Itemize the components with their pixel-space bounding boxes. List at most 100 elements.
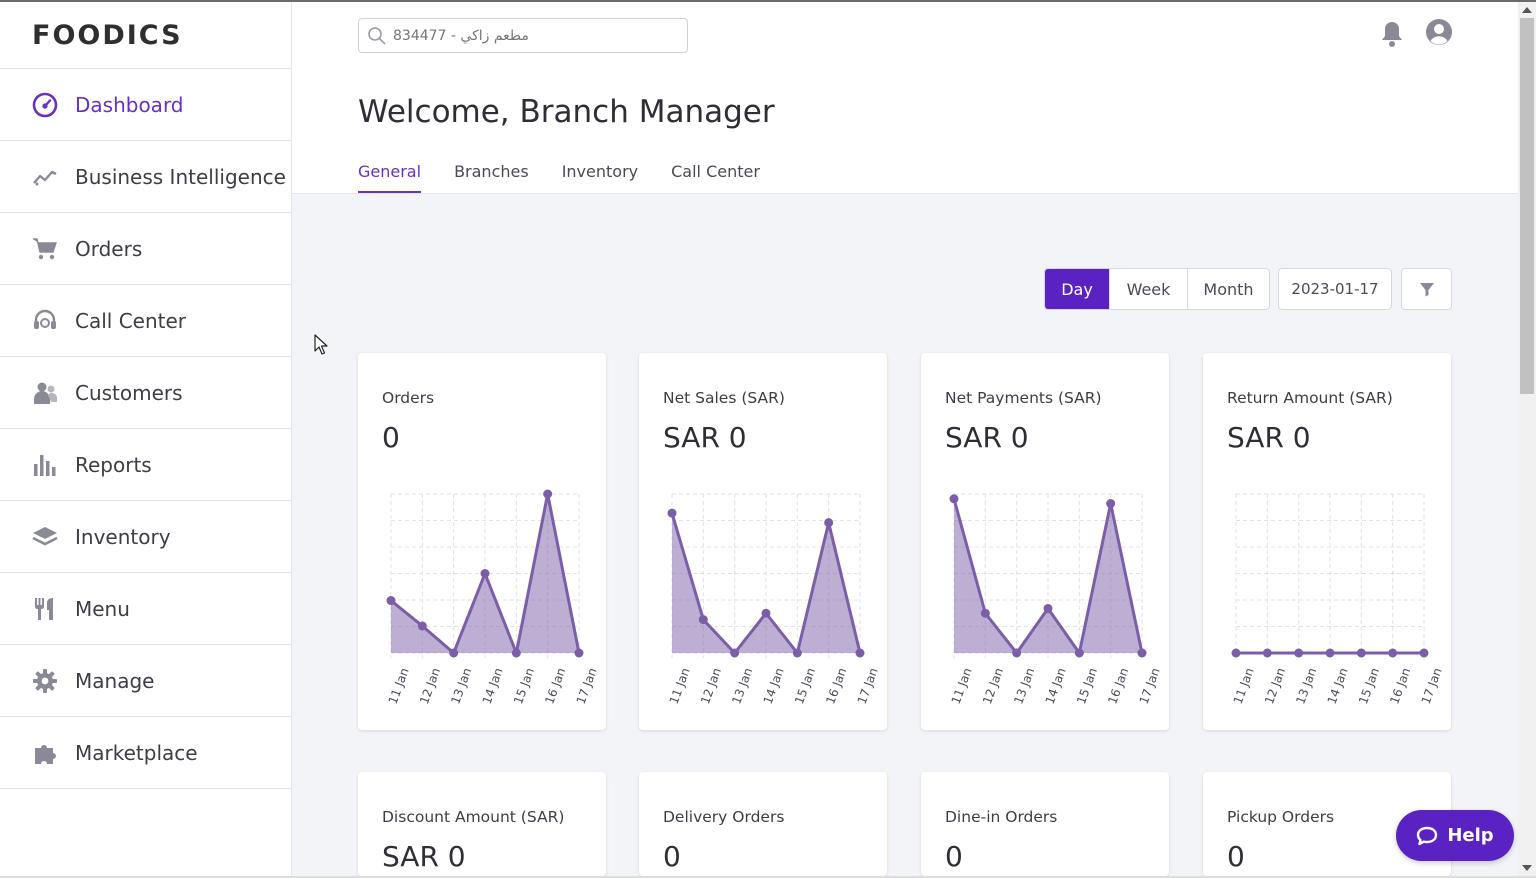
card-title: Dine-in Orders xyxy=(945,808,1058,826)
tab-inventory[interactable]: Inventory xyxy=(561,162,639,181)
search-icon xyxy=(368,26,386,45)
x-tick-label: 13 Jan xyxy=(1293,666,1319,706)
period-day-button[interactable]: Day xyxy=(1045,269,1110,309)
data-point xyxy=(1356,648,1366,658)
sidebar-item-customers[interactable]: Customers xyxy=(0,357,291,429)
x-tick-label: 13 Jan xyxy=(729,666,755,706)
x-tick-label: 13 Jan xyxy=(448,666,474,706)
x-tick-label: 11 Jan xyxy=(667,666,693,706)
sidebar-item-dashboard[interactable]: Dashboard xyxy=(0,69,291,141)
sidebar-item-manage[interactable]: Manage xyxy=(0,645,291,717)
period-month-button[interactable]: Month xyxy=(1203,279,1254,299)
data-point xyxy=(1419,648,1429,658)
sidebar-item-label: Menu xyxy=(75,596,130,621)
x-tick-label: 11 Jan xyxy=(1231,666,1257,706)
sidebar-item-business-intelligence[interactable]: Business Intelligence xyxy=(0,141,291,213)
card-value: SAR 0 xyxy=(382,840,466,873)
sidebar-item-call-center[interactable]: Call Center xyxy=(0,285,291,357)
sidebar-item-marketplace[interactable]: Marketplace xyxy=(0,717,291,789)
layers-icon xyxy=(32,524,58,550)
net-payments-area-chart: 11 Jan 12 Jan 13 Jan 14 Jan 15 Jan 16 Jan 17 J… xyxy=(949,493,1163,706)
mouse-cursor-icon xyxy=(314,334,328,355)
tab-general[interactable]: General xyxy=(358,162,422,193)
x-tick-label: 15 Jan xyxy=(1074,666,1100,706)
bar-chart-icon xyxy=(32,452,58,478)
x-tick-label: 11 Jan xyxy=(949,666,975,706)
data-point xyxy=(1012,648,1022,658)
card-title: Net Sales (SAR) xyxy=(663,389,785,407)
sidebar-item-label: Dashboard xyxy=(75,92,184,117)
foodics-logo[interactable]: FOODICS xyxy=(0,2,291,69)
card-delivery-orders: Delivery Orders 0 xyxy=(639,772,887,876)
card-value: SAR 0 xyxy=(1227,421,1311,454)
card-dine-in-orders: Dine-in Orders 0 xyxy=(921,772,1169,876)
x-tick-label: 16 Jan xyxy=(823,666,849,706)
data-point xyxy=(1262,648,1272,658)
sidebar-item-orders[interactable]: Orders xyxy=(0,213,291,285)
card-title: Orders xyxy=(382,389,435,407)
data-point xyxy=(511,648,521,658)
sidebar-item-label: Marketplace xyxy=(75,740,198,765)
search-input[interactable] xyxy=(393,27,673,44)
orders-area-chart: 11 Jan 12 Jan 13 Jan 14 Jan 15 Jan 16 Jan 17 J… xyxy=(386,489,600,706)
card-title: Discount Amount (SAR) xyxy=(382,808,565,826)
card-title: Return Amount (SAR) xyxy=(1227,389,1393,407)
x-tick-label: 17 Jan xyxy=(1137,666,1163,706)
card-value: SAR 0 xyxy=(663,421,747,454)
sidebar-item-label: Reports xyxy=(75,452,152,477)
sidebar-item-inventory[interactable]: Inventory xyxy=(0,501,291,573)
card-title: Delivery Orders xyxy=(663,808,785,826)
scroll-down-arrow-icon[interactable] xyxy=(1522,865,1532,871)
scroll-up-arrow-icon[interactable] xyxy=(1522,7,1532,13)
x-tick-label: 16 Jan xyxy=(542,666,568,706)
scrollbar-thumb[interactable] xyxy=(1520,18,1534,394)
x-tick-label: 15 Jan xyxy=(792,666,818,706)
data-point xyxy=(386,596,396,606)
users-icon xyxy=(32,380,58,406)
sidebar-item-label: Manage xyxy=(75,668,155,693)
x-tick-label: 15 Jan xyxy=(511,666,537,706)
x-tick-label: 14 Jan xyxy=(1043,666,1069,706)
card-value: 0 xyxy=(945,840,963,873)
page-scrollbar[interactable] xyxy=(1518,2,1536,878)
data-point xyxy=(1074,648,1084,658)
period-week-button[interactable]: Week xyxy=(1110,269,1188,309)
user-avatar-icon[interactable] xyxy=(1425,18,1453,46)
dashboard-tabs: General Branches Inventory Call Center xyxy=(358,162,793,193)
headset-icon xyxy=(32,308,58,334)
series-area xyxy=(954,498,1142,653)
data-point xyxy=(698,615,708,625)
x-tick-label: 17 Jan xyxy=(855,666,881,706)
series-area xyxy=(672,513,860,653)
data-point xyxy=(1388,648,1398,658)
tab-call-center[interactable]: Call Center xyxy=(671,162,760,181)
card-value: 0 xyxy=(663,840,681,873)
data-point xyxy=(1325,648,1335,658)
help-button[interactable]: Help xyxy=(1396,810,1514,861)
x-tick-label: 14 Jan xyxy=(480,666,506,706)
date-picker[interactable]: 2023-01-17 xyxy=(1278,268,1392,310)
x-tick-label: 12 Jan xyxy=(417,666,443,706)
filter-button[interactable] xyxy=(1401,268,1452,310)
data-point xyxy=(761,608,771,618)
data-point xyxy=(1137,648,1147,658)
data-point xyxy=(1043,603,1053,613)
gear-icon xyxy=(32,668,58,694)
sidebar-item-menu[interactable]: Menu xyxy=(0,573,291,645)
x-tick-label: 15 Jan xyxy=(1356,666,1382,706)
card-value: SAR 0 xyxy=(945,421,1029,454)
chat-bubble-icon xyxy=(1417,826,1438,845)
x-tick-label: 16 Jan xyxy=(1387,666,1413,706)
x-tick-label: 14 Jan xyxy=(761,666,787,706)
card-value: 0 xyxy=(1227,840,1245,873)
notification-bell-icon[interactable] xyxy=(1380,20,1404,48)
branch-search[interactable] xyxy=(358,18,688,53)
sidebar-item-label: Customers xyxy=(75,380,183,405)
sidebar-item-reports[interactable]: Reports xyxy=(0,429,291,501)
tab-branches[interactable]: Branches xyxy=(454,162,529,181)
data-point xyxy=(1231,648,1241,658)
data-point xyxy=(667,508,677,518)
x-tick-label: 12 Jan xyxy=(698,666,724,706)
x-tick-label: 17 Jan xyxy=(574,666,600,706)
puzzle-icon xyxy=(32,740,58,766)
